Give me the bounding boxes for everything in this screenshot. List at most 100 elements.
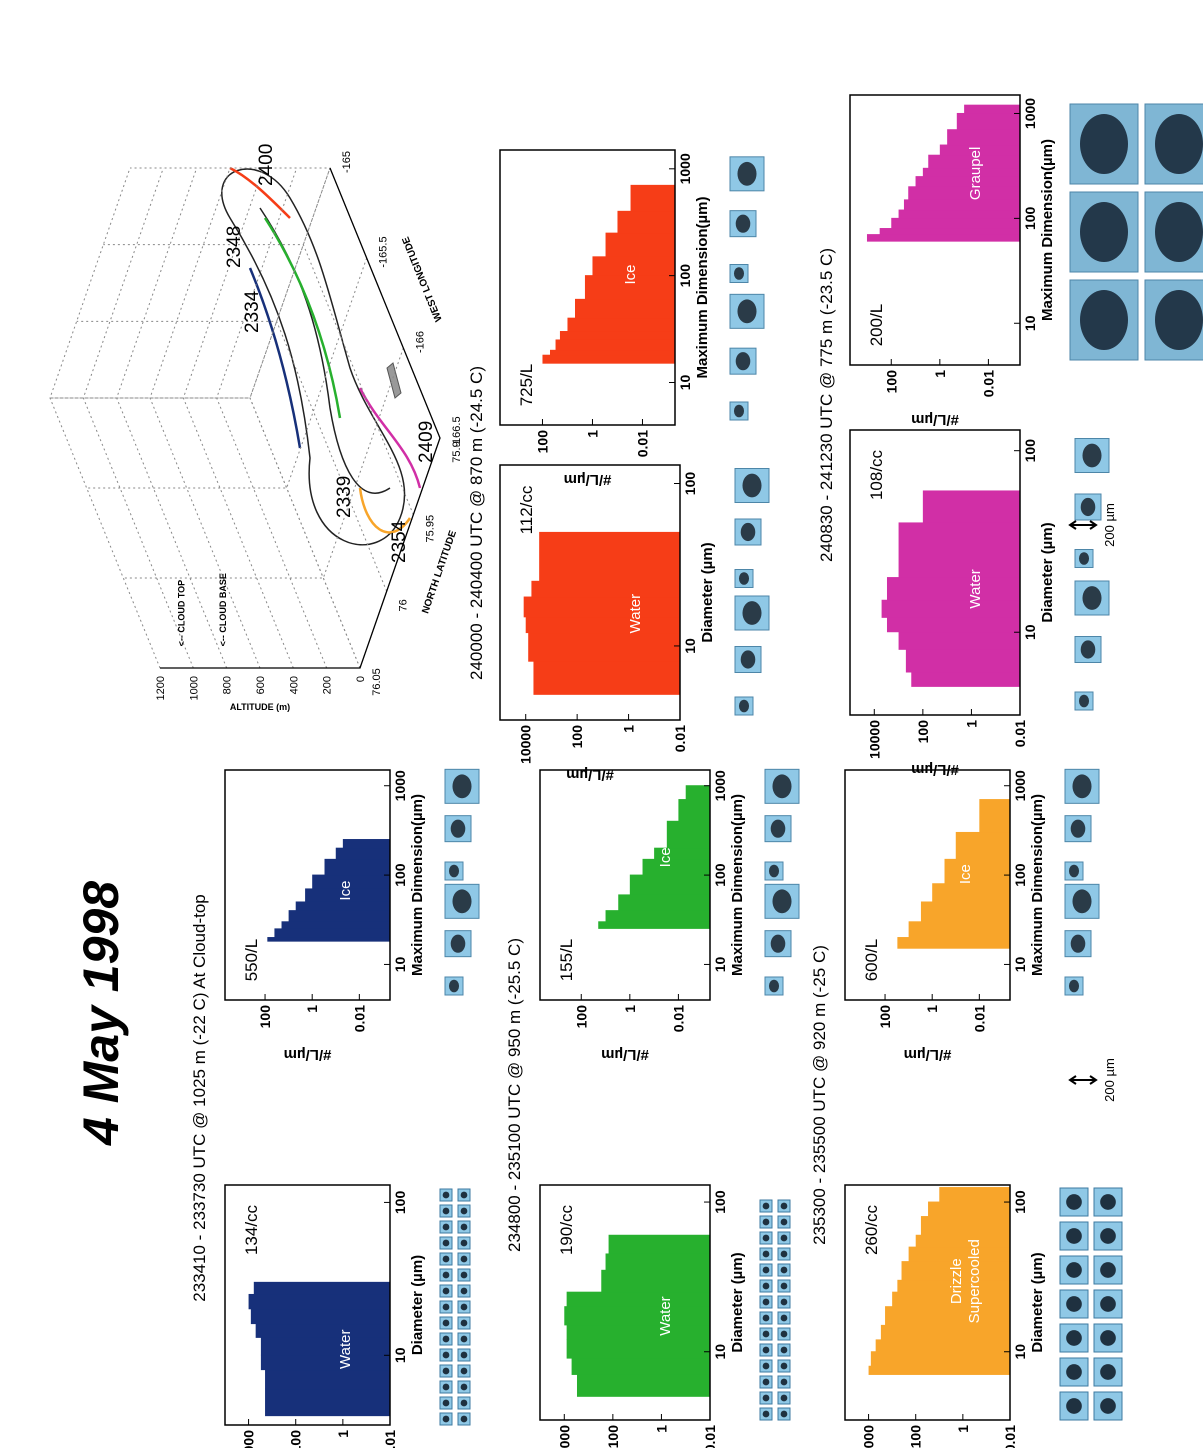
- bar: [955, 831, 1010, 860]
- bar: [939, 144, 1021, 156]
- concentration-label: 134/cc: [242, 1204, 261, 1255]
- bar: [255, 1323, 390, 1338]
- x-tick-label: 100: [712, 863, 728, 887]
- plot-frame: [499, 149, 676, 426]
- particle: [768, 979, 780, 993]
- x-tick-label: 10: [392, 1347, 408, 1363]
- annotation: <-- CLOUD BASE: [218, 573, 228, 646]
- z-tick-label: 1200: [155, 676, 167, 700]
- y-tick-label: 1: [584, 430, 600, 438]
- figure-title: 4 May 1998: [73, 881, 129, 1146]
- particle: [770, 819, 786, 838]
- bar-label: Drizzle: [948, 1258, 965, 1304]
- particle: [1100, 1228, 1116, 1244]
- particle: [450, 934, 466, 953]
- y-tick-label: 1: [955, 1425, 971, 1433]
- bar: [932, 883, 1010, 902]
- y-tick-label: 1: [335, 1430, 351, 1438]
- grid-line: [76, 320, 388, 592]
- lon-axis-label: WEST LONGITUDE: [401, 235, 445, 323]
- particle: [1066, 1228, 1082, 1244]
- time-label: 2400: [256, 144, 277, 186]
- plot-frame: [499, 464, 681, 721]
- bar: [566, 1291, 710, 1307]
- bar: [908, 921, 1011, 938]
- y-tick-label: 0.01: [1012, 720, 1028, 747]
- plot-frame: [844, 769, 1011, 1001]
- y-tick-label: 0.01: [672, 725, 688, 752]
- particle: [780, 1202, 788, 1210]
- particle: [762, 1394, 770, 1402]
- particle: [1066, 1262, 1082, 1278]
- bar: [342, 839, 391, 849]
- x-axis-label: Maximum Dimension(µm): [409, 794, 426, 976]
- time-label: 2354: [389, 520, 410, 563]
- particle: [733, 404, 745, 418]
- x-tick-label: 10: [1022, 315, 1038, 331]
- z-tick-label: 200: [322, 676, 334, 694]
- particle: [1066, 1194, 1082, 1210]
- y-tick-label: 0.01: [670, 1005, 686, 1032]
- bar: [267, 937, 390, 942]
- annotation: <-- CLOUD TOP: [177, 580, 187, 647]
- particle: [442, 1239, 450, 1247]
- y-tick-label: 1: [621, 725, 637, 733]
- x-axis-label: Diameter (µm): [729, 1252, 746, 1352]
- grid-line: [116, 167, 228, 669]
- bar: [868, 1365, 1010, 1375]
- bar: [881, 599, 1020, 618]
- time-label: 2339: [334, 476, 355, 518]
- bar-label: Supercooled: [966, 1239, 983, 1323]
- x-tick-label: 10: [682, 638, 698, 654]
- time-label: 2409: [416, 421, 437, 463]
- time-label: 2348: [224, 226, 245, 268]
- bar: [531, 580, 680, 598]
- bar: [260, 1354, 390, 1371]
- particle: [762, 1362, 770, 1370]
- bar: [879, 228, 1020, 235]
- particle: [460, 1399, 468, 1407]
- bar: [598, 921, 710, 929]
- bar-label: Water: [627, 594, 644, 633]
- bar: [911, 672, 1020, 687]
- y-axis-label: #/L/µm: [911, 411, 959, 428]
- bar: [630, 184, 675, 212]
- x-tick-label: 1000: [1012, 770, 1028, 801]
- x-tick-label: 10: [1012, 956, 1028, 972]
- bar: [866, 234, 1020, 242]
- particle: [442, 1399, 450, 1407]
- particle: [762, 1378, 770, 1386]
- particle: [780, 1394, 788, 1402]
- bar: [533, 661, 681, 695]
- bar: [542, 354, 675, 364]
- bar-label: Ice: [337, 881, 354, 901]
- particle: [460, 1255, 468, 1263]
- particle: [738, 572, 750, 585]
- panel-subtitle: 234800 - 235100 UTC @ 950 m (-25.5 C): [505, 938, 524, 1252]
- panel-subtitle: 233410 - 233730 UTC @ 1025 m (-22 C) At …: [190, 894, 209, 1302]
- y-tick-label: 0.01: [351, 1005, 367, 1032]
- particle: [442, 1207, 450, 1215]
- particle: [762, 1266, 770, 1274]
- time-label: 2334: [242, 290, 263, 333]
- x-axis-label: Maximum Dimension(µm): [729, 794, 746, 976]
- bar: [248, 1293, 390, 1310]
- axis-line: [160, 167, 441, 669]
- particle: [772, 774, 792, 799]
- particle: [448, 979, 460, 993]
- y-axis-label: #/L/µm: [911, 761, 959, 778]
- particle: [737, 299, 757, 324]
- bar: [880, 1324, 1010, 1340]
- particle: [735, 214, 751, 233]
- y-tick-label: 0.01: [971, 1005, 987, 1032]
- concentration-label: 600/L: [862, 939, 881, 982]
- y-tick-label: 10000: [518, 725, 534, 764]
- particle: [762, 1410, 770, 1418]
- bar: [964, 104, 1021, 114]
- lat-tick-label: 75.9: [451, 441, 463, 462]
- particle: [1100, 1330, 1116, 1346]
- bar: [928, 154, 1020, 169]
- particle: [460, 1351, 468, 1359]
